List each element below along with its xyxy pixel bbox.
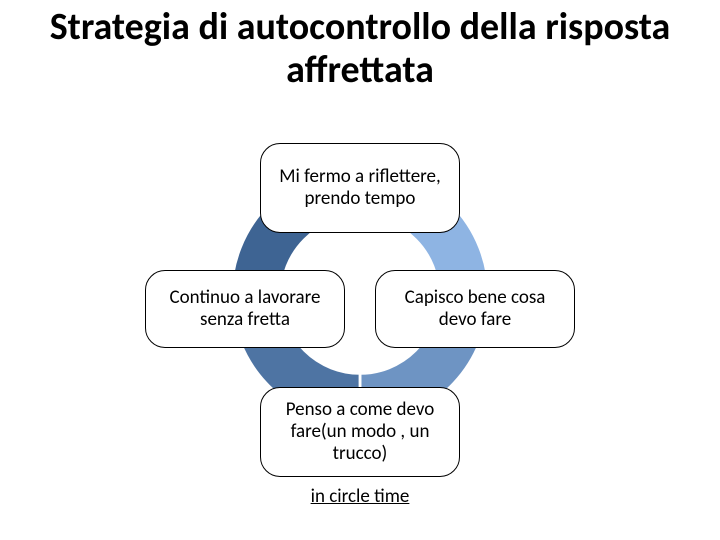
cycle-diagram: Mi fermo a riflettere, prendo tempo Capi… — [0, 125, 720, 525]
cycle-node-right-label: Capisco bene cosa devo fare — [386, 287, 564, 331]
cycle-node-bottom: Penso a come devo fare(un modo , un truc… — [260, 387, 460, 477]
cycle-node-top: Mi fermo a riflettere, prendo tempo — [260, 143, 460, 233]
cycle-node-left-label: Continuo a lavorare senza fretta — [156, 287, 334, 331]
cycle-node-left: Continuo a lavorare senza fretta — [145, 270, 345, 348]
cycle-caption: in circle time — [311, 485, 410, 508]
cycle-node-top-label: Mi fermo a riflettere, prendo tempo — [271, 166, 449, 210]
slide: Strategia di autocontrollo della rispost… — [0, 0, 720, 540]
cycle-node-right: Capisco bene cosa devo fare — [375, 270, 575, 348]
cycle-node-bottom-label: Penso a come devo fare(un modo , un truc… — [271, 399, 449, 465]
page-title: Strategia di autocontrollo della rispost… — [0, 6, 720, 91]
